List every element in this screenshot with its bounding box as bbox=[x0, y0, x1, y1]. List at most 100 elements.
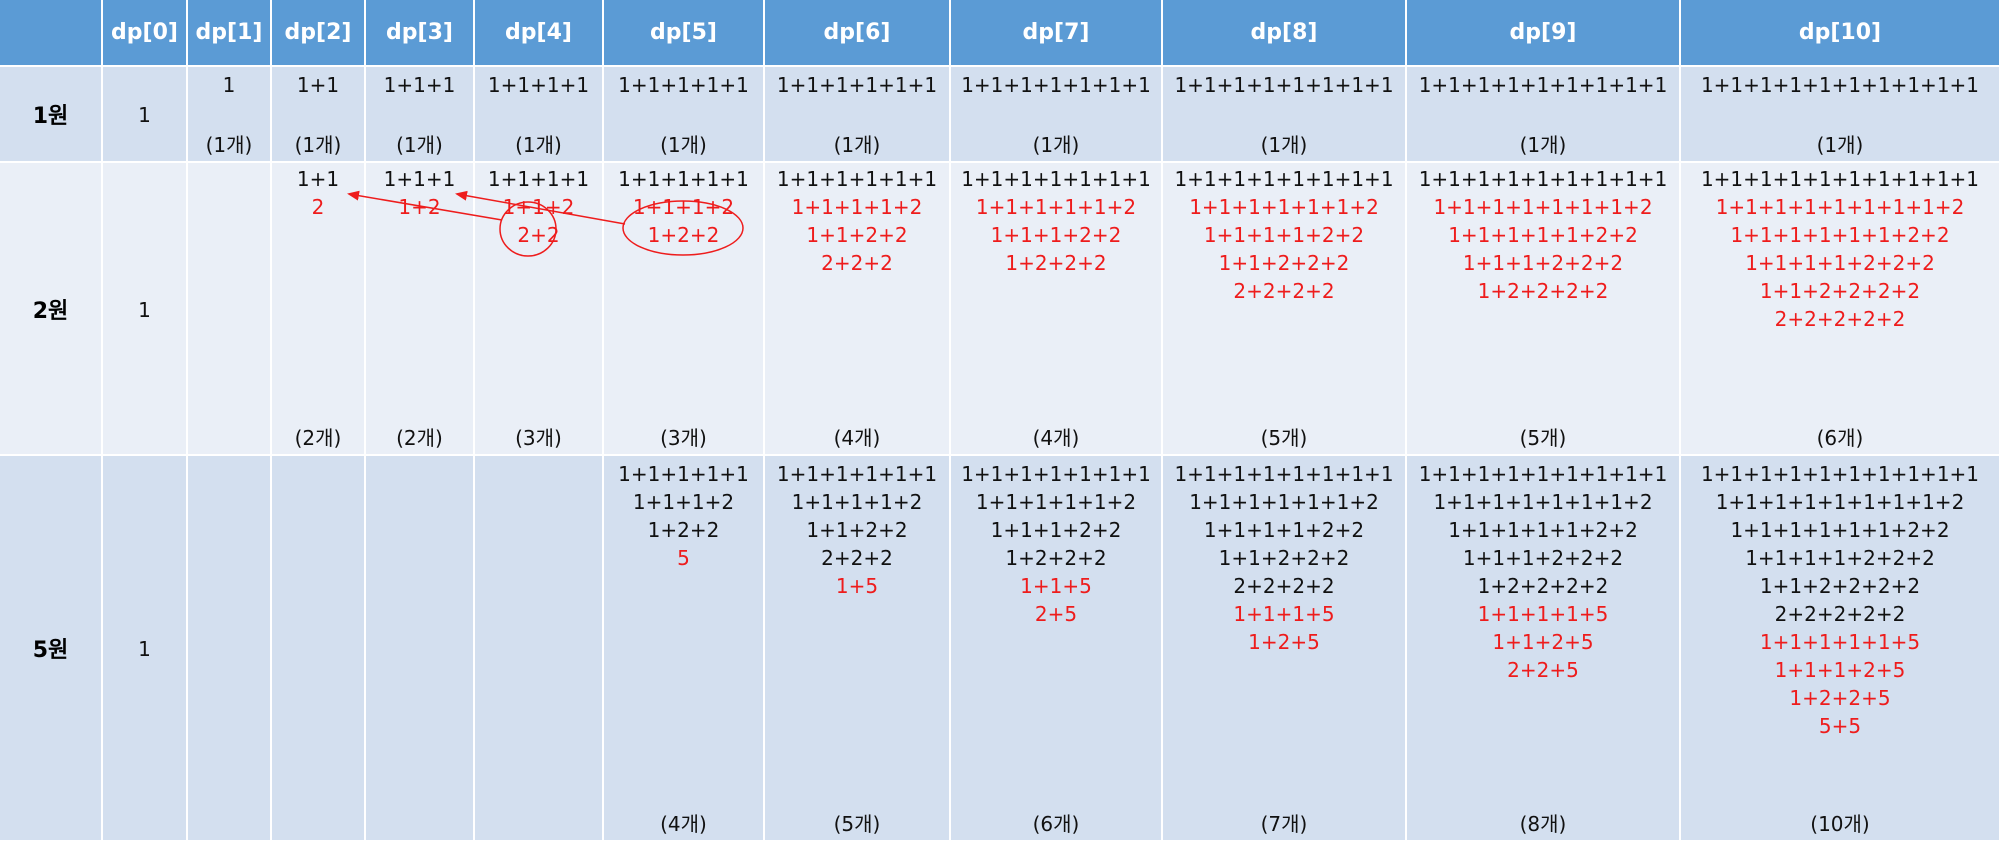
dp-cell: 1+1+1+1+1+1 1+1+1+1+2 1+1+2+2 2+2+2 1+5 (5개) bbox=[765, 456, 949, 840]
dp-cell: 1+1+1+1 (1개) bbox=[475, 67, 602, 161]
combination-list: 1+1+1+1+1+1+1 1+1+1+1+1+2 1+1+1+2+2 1+2+2+2 bbox=[951, 165, 1161, 277]
new-combination-line: 2+2+2+2+2 bbox=[1774, 307, 1906, 331]
combination-count: (4개) bbox=[1032, 426, 1080, 450]
dp-cell: 1+1+1 (1개) bbox=[366, 67, 473, 161]
combination-list: 1+1 bbox=[272, 71, 364, 99]
combination-list: 1+1+1+1+1+1+1 bbox=[951, 71, 1161, 99]
new-combination-line: 1+5 bbox=[835, 574, 879, 598]
new-combination-line: 2+2 bbox=[517, 223, 560, 247]
combination-line: 1+1+1+1+1+1+2 bbox=[1189, 490, 1379, 514]
combination-list: 1+1+1+1+1+1+1+1+1+1 1+1+1+1+1+1+1+1+2 1+1+… bbox=[1681, 460, 1999, 740]
new-combination-line: 1+1+1+1+1+2 bbox=[975, 195, 1137, 219]
cell-value: 1 bbox=[138, 637, 151, 661]
combination-list: 1+1+1+1+1+1+1+1+1 1+1+1+1+1+1+1+2 1+1+1+1+… bbox=[1407, 165, 1679, 305]
combination-count: (10개) bbox=[1810, 812, 1870, 836]
new-combination-line: 1+1+5 bbox=[1020, 574, 1092, 598]
new-combination-line: 1+2+2+5 bbox=[1789, 686, 1891, 710]
new-combination-line: 1+1+1+1+1+2+2 bbox=[1448, 223, 1638, 247]
dp-cell: 1+1+1+1+1+1 (1개) bbox=[765, 67, 949, 161]
combination-line: 1+1+1+1+1 bbox=[618, 73, 749, 97]
combination-list: 1+1+1+1+1 bbox=[604, 71, 763, 99]
combination-count: (1개) bbox=[396, 133, 443, 157]
header-dp-7: dp[7] bbox=[951, 0, 1161, 65]
dp-cell bbox=[272, 456, 364, 840]
combination-list: 1+1+1+1 1+1+2 2+2 bbox=[475, 165, 602, 249]
cell-value: 1 bbox=[138, 297, 151, 322]
header-dp-1: dp[1] bbox=[188, 0, 270, 65]
new-combination-line: 2+2+2 bbox=[821, 251, 893, 275]
dp-cell: 1+1 (1개) bbox=[272, 67, 364, 161]
combination-count: (4개) bbox=[833, 426, 881, 450]
combination-list: 1 bbox=[188, 71, 270, 99]
combination-line: 1+1+1+1+1+1+1+1 bbox=[1174, 167, 1394, 191]
combination-list: 1+1+1+1 bbox=[475, 71, 602, 99]
combination-count: (5개) bbox=[1519, 426, 1567, 450]
new-combination-line: 1+1+1+1+1+1+1+1+2 bbox=[1715, 195, 1965, 219]
new-combination-line: 1+1+2+5 bbox=[1492, 630, 1594, 654]
combination-line: 2+2+2+2+2 bbox=[1774, 602, 1906, 626]
new-combination-line: 1+2+2+2 bbox=[1005, 251, 1107, 275]
combination-list: 1+1+1+1+1+1+1+1 bbox=[1163, 71, 1405, 99]
combination-line: 1+1+1+1+1+1+1+1+2 bbox=[1715, 490, 1965, 514]
combination-count: (7개) bbox=[1260, 812, 1308, 836]
combination-list: 1+1+1+1+1+1+1+1 1+1+1+1+1+1+2 1+1+1+1+2+2 1… bbox=[1163, 165, 1405, 305]
combination-line: 1+1+1+1+1+1+1 bbox=[961, 462, 1151, 486]
combination-line: 1+1+1+1+1+1+1+1+1+1 bbox=[1700, 73, 1980, 97]
new-combination-line: 1+1+1+2+5 bbox=[1774, 658, 1906, 682]
combination-line: 1+1+1+1+1+1+1 bbox=[961, 167, 1151, 191]
combination-line: 1+1 bbox=[296, 73, 340, 97]
combination-line: 1+2+2 bbox=[647, 518, 720, 542]
new-combination-line: 1+2+5 bbox=[1248, 630, 1320, 654]
combination-line: 1+1+1+1+1+1+1 bbox=[961, 73, 1151, 97]
combination-line: 1+1+1+1+1+2 bbox=[975, 490, 1137, 514]
dp-cell: 1+1+1+1+1+1+1+1 1+1+1+1+1+1+2 1+1+1+1+2+2 1… bbox=[1163, 456, 1405, 840]
new-combination-line: 1+1+2 bbox=[502, 195, 575, 219]
combination-line: 1+1+1+2 bbox=[632, 490, 735, 514]
combination-line: 1+1+1+1+1 bbox=[618, 462, 749, 486]
combination-line: 1+1+1+1+1+1+1+1+1 bbox=[1418, 73, 1668, 97]
row-label-text: 1원 bbox=[32, 104, 69, 129]
row-label: 5원 bbox=[0, 456, 101, 840]
dp-cell: 1+1+1+1 1+1+2 2+2 (3개) bbox=[475, 163, 602, 454]
new-combination-line: 2+2+5 bbox=[1507, 658, 1579, 682]
header-corner bbox=[0, 0, 101, 65]
dp-cell bbox=[188, 163, 270, 454]
combination-count: (2개) bbox=[294, 426, 342, 450]
header-dp-6: dp[6] bbox=[765, 0, 949, 65]
header-dp-4: dp[4] bbox=[475, 0, 602, 65]
combination-count: (1개) bbox=[1816, 133, 1864, 157]
combination-list: 1+1+1+1+1+1 bbox=[765, 71, 949, 99]
header-dp-0: dp[0] bbox=[103, 0, 186, 65]
dp-cell: 1+1+1+1+1 1+1+1+2 1+2+2 5 (4개) bbox=[604, 456, 763, 840]
new-combination-line: 1+1+1+1+5 bbox=[1477, 602, 1609, 626]
combination-line: 1+1+1+1+1+1+1+1+1 bbox=[1418, 167, 1668, 191]
combination-line: 1+1+1+1+1+1+1+2 bbox=[1433, 490, 1653, 514]
combination-line: 1+1+1+1+1+1+1+1+1+1 bbox=[1700, 462, 1980, 486]
header-dp-9: dp[9] bbox=[1407, 0, 1679, 65]
header-label: dp[4] bbox=[505, 20, 572, 45]
combination-count: (3개) bbox=[515, 426, 562, 450]
new-combination-line: 1+1+1+5 bbox=[1233, 602, 1335, 626]
combination-line: 1+1+1+1+2+2+2 bbox=[1745, 546, 1935, 570]
combination-count: (1개) bbox=[833, 133, 881, 157]
combination-line: 1+1+1 bbox=[383, 73, 456, 97]
header-label: dp[5] bbox=[650, 20, 717, 45]
combination-count: (6개) bbox=[1032, 812, 1080, 836]
dp-cell: 1+1+1+1+1+1+1+1+1+1 (1개) bbox=[1681, 67, 1999, 161]
new-combination-line: 1+1+2+2+2+2 bbox=[1759, 279, 1921, 303]
dp-cell: 1+1+1+1+1+1+1 (1개) bbox=[951, 67, 1161, 161]
combination-line: 1+1 bbox=[296, 167, 340, 191]
combination-line: 2+2+2+2 bbox=[1233, 574, 1335, 598]
dp-cell: 1+1+1+1+1+1+1 1+1+1+1+1+2 1+1+1+2+2 1+2+2+2… bbox=[951, 456, 1161, 840]
header-label: dp[10] bbox=[1798, 20, 1882, 45]
header-dp-3: dp[3] bbox=[366, 0, 473, 65]
row-label: 2원 bbox=[0, 163, 101, 454]
header-label: dp[0] bbox=[111, 20, 178, 45]
header-label: dp[1] bbox=[195, 20, 263, 45]
combination-count: (6개) bbox=[1816, 426, 1864, 450]
combination-list: 1+1+1+1+1+1+1+1 1+1+1+1+1+1+2 1+1+1+1+2+2 1… bbox=[1163, 460, 1405, 656]
dp-cell: 1+1 2 (2개) bbox=[272, 163, 364, 454]
combination-list: 1+1+1+1+1+1 1+1+1+1+2 1+1+2+2 2+2+2 bbox=[765, 165, 949, 277]
combination-line: 1+1+2+2+2 bbox=[1218, 546, 1350, 570]
combination-line: 1+1+1 bbox=[383, 167, 456, 191]
